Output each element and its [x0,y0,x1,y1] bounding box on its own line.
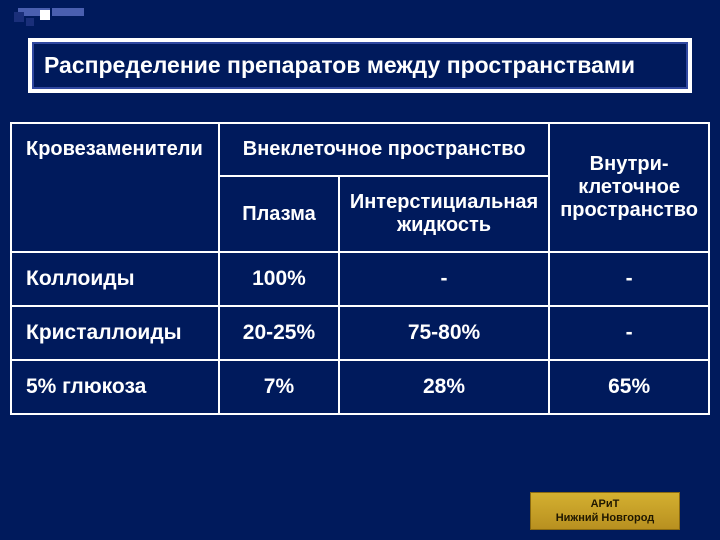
row-label: Кристаллоиды [11,306,219,360]
accent-square [26,18,34,26]
cell: - [339,252,549,306]
cell: 65% [549,360,709,414]
row-label: Коллоиды [11,252,219,306]
header-extracellular: Внеклеточное пространство [219,123,549,176]
accent-bar [52,8,84,16]
cell: 20-25% [219,306,339,360]
table-row: Кристаллоиды 20-25% 75-80% - [11,306,709,360]
slide-title: Распределение препаратов между пространс… [44,52,676,79]
badge-line1: АРиТ [531,497,679,511]
accent-decor [18,8,84,16]
cell: - [549,252,709,306]
cell: - [549,306,709,360]
distribution-table: Кровезаменители Внеклеточное пространств… [10,122,710,415]
table-row: 5% глюкоза 7% 28% 65% [11,360,709,414]
cell: 100% [219,252,339,306]
title-box: Распределение препаратов между пространс… [28,38,692,93]
cell: 7% [219,360,339,414]
row-label: 5% глюкоза [11,360,219,414]
cell: 28% [339,360,549,414]
badge-line2: Нижний Новгород [531,511,679,525]
footer-badge: АРиТ Нижний Новгород [530,492,680,530]
header-plasma: Плазма [219,176,339,252]
header-intracellular: Внутри-клеточное пространство [549,123,709,252]
table-row: Коллоиды 100% - - [11,252,709,306]
header-interstitial: Интерстициальная жидкость [339,176,549,252]
header-substitutes: Кровезаменители [11,123,219,252]
accent-square [40,10,50,20]
cell: 75-80% [339,306,549,360]
accent-square [14,12,24,22]
